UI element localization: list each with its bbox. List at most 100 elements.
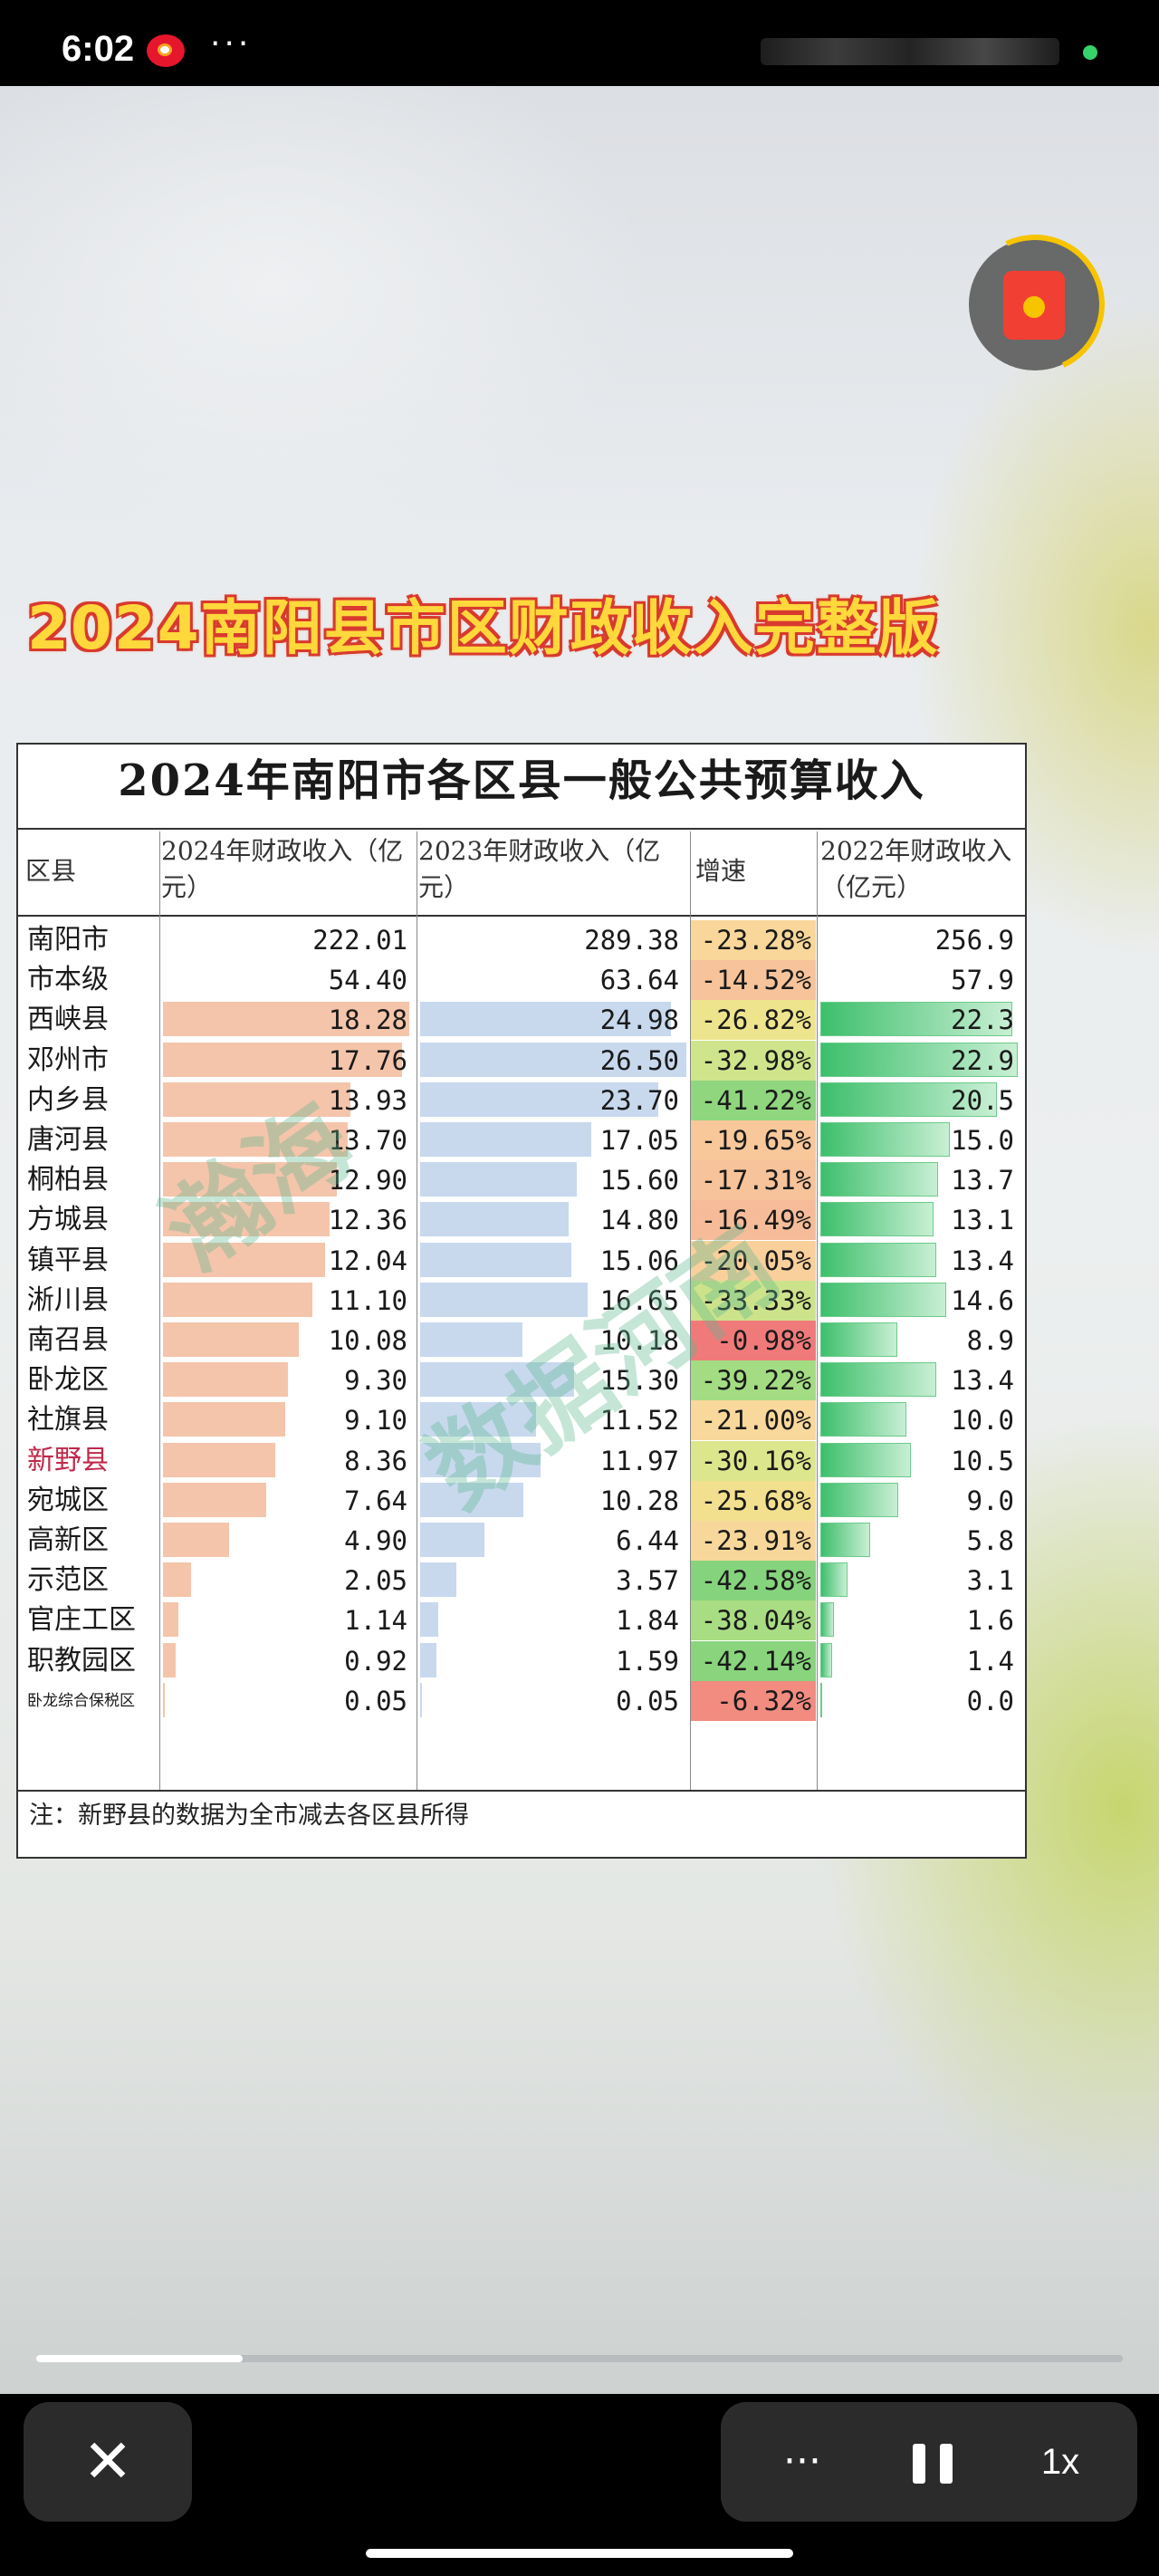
cell-rev2024: 13.93 — [328, 1084, 407, 1116]
growth-cell-bg — [691, 1120, 816, 1160]
bar-2024 — [163, 1682, 165, 1717]
title-divider — [18, 828, 1025, 830]
bar-2022 — [820, 1523, 871, 1557]
cell-rev2023: 15.30 — [599, 1365, 679, 1397]
cell-growth: -6.32% — [716, 1685, 811, 1716]
bar-2023 — [420, 1442, 541, 1477]
growth-cell-bg — [691, 1200, 816, 1241]
table-row: 唐河县 13.70 17.05 -19.65% 15.0 — [18, 1120, 1025, 1160]
cell-rev2022: 5.8 — [966, 1525, 1014, 1556]
cell-rev2024: 1.14 — [344, 1605, 407, 1637]
cell-rev2023: 15.06 — [599, 1245, 679, 1276]
cell-growth: -19.65% — [700, 1125, 811, 1156]
home-indicator[interactable] — [366, 2549, 793, 2558]
bar-2023 — [420, 1081, 658, 1117]
cell-rev2024: 12.04 — [328, 1245, 407, 1276]
cell-rev2022: 3.1 — [966, 1565, 1014, 1597]
bar-2022 — [820, 1362, 936, 1398]
bar-2023 — [420, 1482, 524, 1517]
table-row: 南召县 10.08 10.18 -0.98% 8.9 — [18, 1321, 1025, 1360]
bar-2024 — [163, 1482, 266, 1517]
bar-2022 — [820, 1322, 897, 1357]
bar-2023 — [420, 1322, 522, 1357]
cell-district: 卧龙区 — [27, 1364, 109, 1397]
cell-rev2024: 12.90 — [328, 1165, 407, 1197]
growth-cell-bg — [691, 960, 816, 1001]
cell-rev2024: 0.92 — [344, 1645, 407, 1677]
notification-dots: ··· — [210, 25, 253, 62]
cell-district: 卧龙综合保税区 — [27, 1691, 135, 1710]
cell-rev2024: 13.70 — [328, 1125, 407, 1156]
more-options-button[interactable]: ··· — [783, 2438, 821, 2485]
header-district: 区县 — [25, 856, 77, 886]
bar-2024 — [163, 1442, 276, 1477]
cell-rev2023: 63.64 — [599, 965, 679, 996]
cell-rev2023: 23.70 — [599, 1084, 679, 1116]
cell-rev2024: 12.36 — [328, 1205, 407, 1236]
bar-2024 — [163, 1282, 313, 1317]
growth-cell-bg — [691, 1400, 816, 1441]
growth-cell-bg — [691, 1280, 816, 1321]
cell-growth: -42.58% — [700, 1565, 811, 1597]
bar-2024 — [163, 1402, 286, 1437]
bar-2024 — [163, 1362, 289, 1398]
video-progress-track[interactable] — [36, 2355, 1123, 2362]
bar-2023 — [420, 1202, 570, 1237]
growth-cell-bg — [691, 1680, 816, 1721]
cell-rev2024: 0.05 — [344, 1685, 407, 1716]
bar-2022 — [820, 1081, 998, 1117]
cell-rev2022: 22.9 — [951, 1044, 1014, 1076]
bar-2023 — [420, 1042, 686, 1077]
bar-2024 — [163, 1202, 330, 1237]
cell-growth: -16.49% — [700, 1205, 811, 1236]
cell-rev2024: 2.05 — [344, 1565, 407, 1597]
cell-rev2023: 1.84 — [616, 1605, 679, 1637]
cell-district: 内乡县 — [27, 1083, 109, 1116]
playback-speed-button[interactable]: 1x — [1040, 2442, 1080, 2482]
bar-2024 — [163, 1642, 176, 1677]
header-rev2022: 2022年财政收入（亿元） — [820, 836, 1012, 902]
bar-2023 — [420, 1402, 536, 1437]
cell-rev2022: 13.4 — [951, 1365, 1014, 1397]
video-progress-fill[interactable] — [36, 2355, 243, 2362]
table-row: 社旗县 9.10 11.52 -21.00% 10.0 — [18, 1400, 1025, 1441]
bar-2023 — [420, 1242, 572, 1277]
col-divider — [817, 831, 818, 1790]
cell-rev2022: 256.9 — [934, 925, 1014, 956]
bar-2024 — [163, 1122, 348, 1157]
privacy-indicator-icon — [1083, 45, 1097, 60]
header-growth: 增速 — [695, 856, 747, 886]
table-row: 南阳市 222.01 289.38 -23.28% 256.9 — [18, 920, 1025, 960]
cell-rev2024: 7.64 — [344, 1485, 407, 1516]
cell-rev2023: 1.59 — [616, 1645, 679, 1677]
cell-district: 宛城区 — [27, 1484, 109, 1516]
bar-2024 — [163, 1322, 299, 1357]
bar-2022 — [820, 1282, 946, 1317]
table-row: 淅川县 11.10 16.65 -33.33% 14.6 — [18, 1280, 1025, 1321]
bar-2022 — [820, 1042, 1018, 1077]
video-content[interactable]: 2024南阳县市区财政收入完整版 2024年南阳市各区县一般公共预算收入 区县 … — [0, 86, 1159, 2394]
cell-district: 镇平县 — [27, 1244, 109, 1276]
cell-district: 职教园区 — [27, 1644, 136, 1677]
cell-rev2024: 222.01 — [312, 925, 407, 956]
cell-district: 官庄工区 — [27, 1604, 136, 1637]
playback-controls: ··· 1x — [721, 2402, 1137, 2522]
cell-growth: -20.05% — [700, 1245, 811, 1276]
cell-growth: -21.00% — [700, 1405, 811, 1437]
cell-rev2023: 11.97 — [599, 1445, 679, 1476]
bar-2022 — [820, 1642, 833, 1677]
cell-rev2024: 9.10 — [344, 1405, 407, 1437]
table-row: 镇平县 12.04 15.06 -20.05% 13.4 — [18, 1240, 1025, 1281]
bar-2024 — [163, 1081, 351, 1117]
cell-rev2023: 0.05 — [616, 1685, 679, 1716]
pause-button[interactable] — [898, 2402, 971, 2522]
cell-growth: -14.52% — [700, 965, 811, 996]
close-button[interactable]: ✕ — [24, 2402, 192, 2522]
cell-growth: -26.82% — [700, 1004, 811, 1036]
growth-cell-bg — [691, 1080, 816, 1120]
cell-rev2024: 8.36 — [344, 1445, 407, 1476]
footer-divider — [18, 1790, 1025, 1792]
cell-growth: -39.22% — [700, 1365, 811, 1397]
bar-2022 — [820, 1402, 907, 1437]
cell-rev2023: 15.60 — [599, 1165, 679, 1197]
